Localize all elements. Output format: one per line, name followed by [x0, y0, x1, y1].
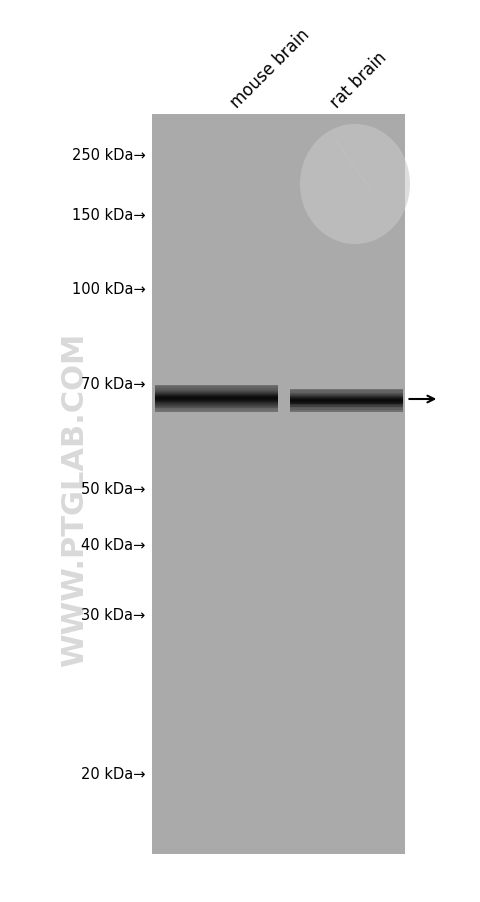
Bar	[290, 391, 403, 393]
Bar	[290, 401, 403, 402]
Bar	[155, 391, 278, 392]
Bar	[290, 409, 403, 410]
Bar	[155, 409, 278, 410]
Bar	[290, 411, 403, 412]
Text: 250 kDa→: 250 kDa→	[72, 147, 145, 162]
Bar	[290, 408, 403, 409]
Bar	[155, 396, 278, 397]
Ellipse shape	[300, 124, 410, 244]
Bar	[290, 398, 403, 399]
Text: 20 kDa→: 20 kDa→	[81, 767, 145, 782]
Bar	[155, 390, 278, 391]
Bar	[152, 115, 405, 854]
Bar	[155, 404, 278, 405]
Bar	[155, 407, 278, 408]
Bar	[290, 390, 403, 391]
Text: 50 kDa→: 50 kDa→	[81, 482, 145, 497]
Bar	[155, 408, 278, 409]
Bar	[155, 392, 278, 394]
Bar	[155, 385, 278, 387]
Bar	[290, 404, 403, 405]
Bar	[155, 403, 278, 404]
Bar	[155, 398, 278, 399]
Bar	[155, 399, 278, 400]
Text: 70 kDa→: 70 kDa→	[81, 377, 145, 392]
Bar	[290, 395, 403, 396]
Text: 30 kDa→: 30 kDa→	[81, 607, 145, 621]
Bar	[155, 395, 278, 396]
Bar	[290, 397, 403, 398]
Bar	[155, 406, 278, 407]
Bar	[155, 386, 278, 388]
Text: rat brain: rat brain	[327, 49, 390, 112]
Text: WWW.PTGLAB.COM: WWW.PTGLAB.COM	[60, 333, 89, 667]
Bar	[155, 391, 278, 393]
Bar	[290, 400, 403, 401]
Bar	[290, 405, 403, 407]
Bar	[290, 400, 403, 402]
Bar	[290, 399, 403, 400]
Text: 40 kDa→: 40 kDa→	[81, 537, 145, 552]
Bar	[290, 392, 403, 393]
Bar	[155, 394, 278, 396]
Text: 100 kDa→: 100 kDa→	[72, 282, 145, 297]
Bar	[155, 400, 278, 401]
Bar	[155, 388, 278, 390]
Bar	[155, 402, 278, 403]
Bar	[290, 406, 403, 407]
Bar	[155, 405, 278, 406]
Bar	[290, 394, 403, 395]
Bar	[290, 410, 403, 411]
Bar	[155, 410, 278, 411]
Bar	[290, 407, 403, 408]
Bar	[290, 396, 403, 397]
Bar	[290, 405, 403, 406]
Bar	[155, 411, 278, 412]
Bar	[155, 401, 278, 402]
Bar	[290, 393, 403, 394]
Bar	[155, 387, 278, 389]
Bar	[155, 397, 278, 398]
Bar	[290, 396, 403, 398]
Bar	[155, 393, 278, 395]
Bar	[290, 410, 403, 412]
Text: mouse brain: mouse brain	[227, 26, 313, 112]
Bar	[290, 403, 403, 404]
Bar	[290, 402, 403, 403]
Bar	[290, 391, 403, 392]
Text: 150 kDa→: 150 kDa→	[72, 207, 145, 222]
Bar	[155, 389, 278, 391]
